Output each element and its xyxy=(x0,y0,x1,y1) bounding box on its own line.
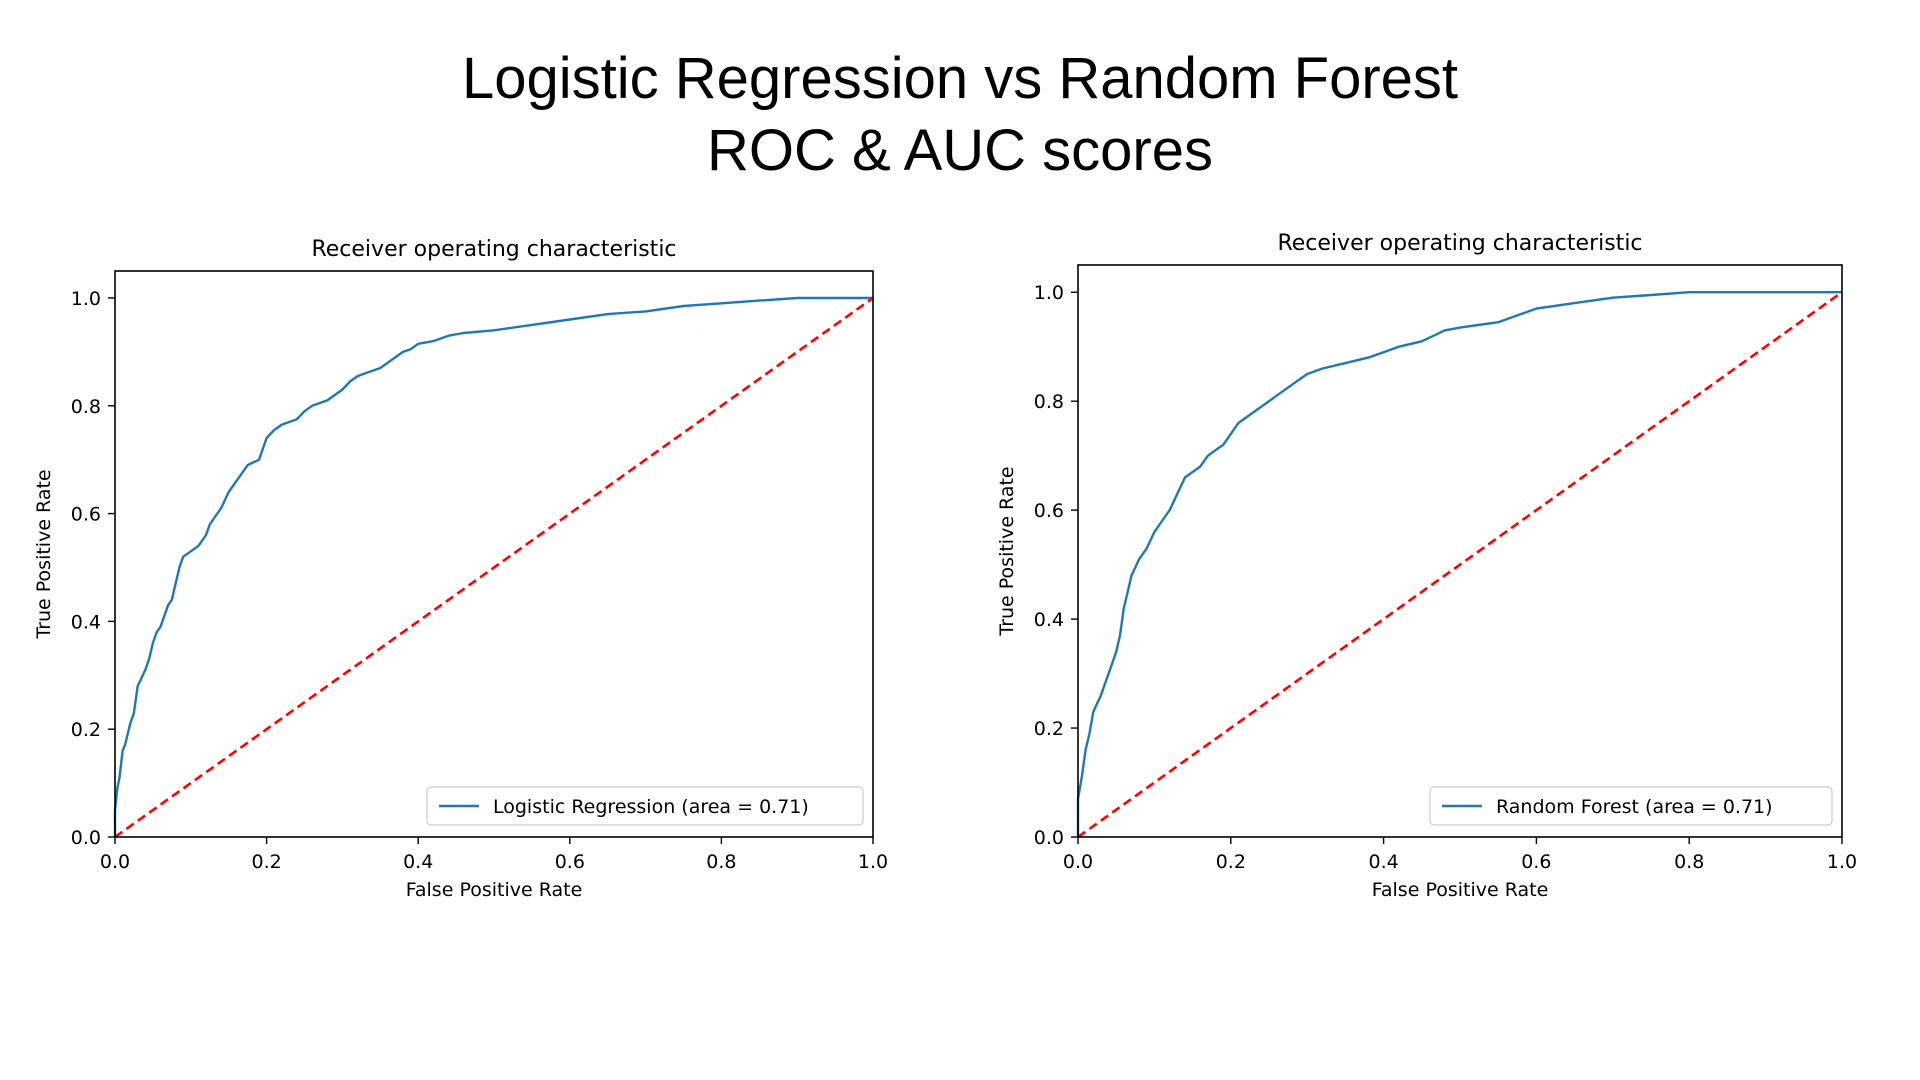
x-axis-label: False Positive Rate xyxy=(406,879,583,901)
chart-title: Receiver operating characteristic xyxy=(1277,231,1642,256)
y-tick-label: 0.0 xyxy=(1034,827,1064,849)
y-tick-label: 1.0 xyxy=(1034,282,1064,304)
legend-label: Logistic Regression (area = 0.71) xyxy=(493,796,809,818)
roc-curve-line xyxy=(1076,291,1842,837)
y-axis-label: True Positive Rate xyxy=(996,466,1018,636)
x-tick-label: 1.0 xyxy=(858,851,888,873)
legend-label: Random Forest (area = 0.71) xyxy=(1496,796,1773,818)
plot-area-frame xyxy=(1077,264,1843,838)
y-tick-label: 0.2 xyxy=(71,719,101,741)
x-tick-label: 0.6 xyxy=(1521,851,1551,873)
y-tick-label: 1.0 xyxy=(71,288,101,310)
y-tick-label: 0.2 xyxy=(1034,718,1064,740)
y-tick-label: 0.6 xyxy=(1034,500,1064,522)
x-tick-label: 1.0 xyxy=(1827,851,1857,873)
chart-title: Receiver operating characteristic xyxy=(311,237,676,262)
x-tick-label: 0.2 xyxy=(1216,851,1246,873)
x-tick-label: 0.0 xyxy=(1063,851,1093,873)
y-axis-label: True Positive Rate xyxy=(33,469,55,639)
y-tick-label: 0.0 xyxy=(71,827,101,849)
x-tick-label: 0.6 xyxy=(555,851,585,873)
x-tick-label: 0.0 xyxy=(100,851,130,873)
x-tick-label: 0.4 xyxy=(1368,851,1398,873)
y-tick-label: 0.8 xyxy=(71,396,101,418)
slide-title-line1: Logistic Regression vs Random Forest xyxy=(461,46,1459,111)
x-tick-label: 0.4 xyxy=(403,851,433,873)
slide-title-line2: ROC & AUC scores xyxy=(707,118,1213,183)
legend-box xyxy=(1429,786,1833,826)
y-tick-label: 0.4 xyxy=(71,611,101,633)
legend-box xyxy=(426,786,864,826)
x-axis-label: False Positive Rate xyxy=(1372,879,1549,901)
x-tick-label: 0.8 xyxy=(1674,851,1704,873)
x-tick-label: 0.8 xyxy=(706,851,736,873)
plot-area-frame xyxy=(114,270,874,838)
y-tick-label: 0.6 xyxy=(71,504,101,526)
chance-diagonal-line xyxy=(114,296,874,839)
chance-diagonal-line xyxy=(1077,291,1843,839)
y-tick-label: 0.4 xyxy=(1034,609,1064,631)
y-tick-label: 0.8 xyxy=(1034,391,1064,413)
x-tick-label: 0.2 xyxy=(251,851,281,873)
roc-curve-line xyxy=(113,296,873,837)
